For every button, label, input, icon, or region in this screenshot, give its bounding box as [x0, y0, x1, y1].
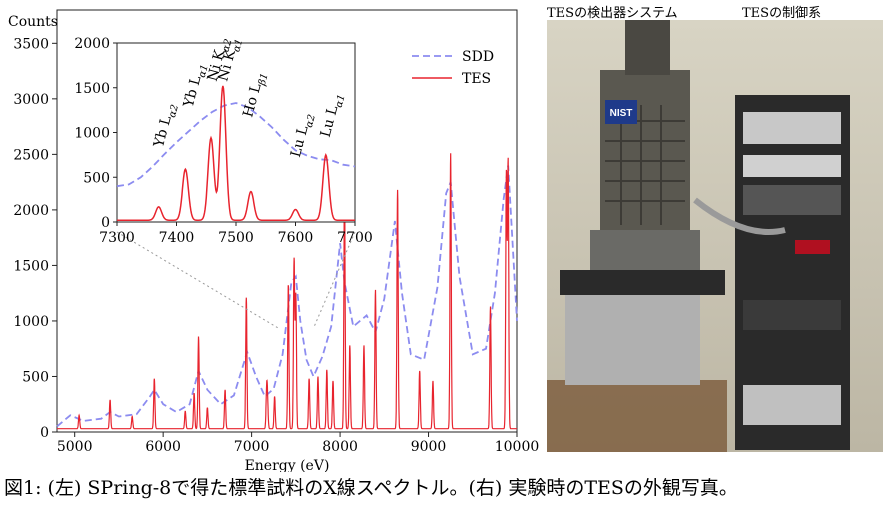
detector-top	[625, 20, 670, 75]
x-tick-label: 8000	[322, 439, 358, 455]
y-tick-label: 1000	[13, 314, 49, 330]
peak-annotation-subscript: α1	[334, 93, 348, 109]
x-axis-label: Energy (eV)	[245, 458, 330, 472]
detector-mount	[590, 230, 700, 270]
x-tick-label: 5000	[57, 439, 93, 455]
y-tick-label: 500	[22, 369, 49, 385]
peak-annotation-subscript: α1	[197, 63, 211, 79]
main-plot-frame	[56, 9, 518, 433]
rack-instrument-3	[743, 185, 841, 215]
legend-sdd-label: SDD	[462, 49, 494, 65]
inset-x-tick-label: 7600	[278, 230, 314, 246]
detector-body	[600, 70, 690, 230]
rack-red-unit	[795, 240, 830, 254]
spectrum-chart: 5000 6000 7000 8000 9000 10000050010001500200…	[8, 9, 540, 472]
inset-x-tick-label: 7300	[99, 230, 135, 246]
x-tick-label: 9000	[411, 439, 447, 455]
inset-sdd-series-line	[116, 102, 356, 188]
legend-tes-label: TES	[462, 71, 491, 87]
peak-annotation-subscript: α2	[167, 103, 181, 119]
tes-series-line	[57, 153, 517, 430]
peak-annotation-subscript: α2	[221, 38, 235, 54]
photo-label-detector: TESの検出器システム	[547, 6, 678, 21]
y-tick-label: 2500	[13, 147, 49, 163]
y-tick-label: 3000	[13, 92, 49, 108]
nist-logo-text: NIST	[610, 108, 633, 119]
zoom-connector-left	[116, 231, 279, 329]
x-tick-label: 7000	[234, 439, 270, 455]
table-stand	[565, 295, 700, 385]
rack-instrument-2	[743, 155, 841, 177]
y-tick-label: 1500	[13, 258, 49, 274]
inset-y-tick-label: 2000	[74, 36, 110, 52]
rack-instrument-5	[743, 385, 841, 425]
optical-table-top	[560, 270, 725, 295]
nist-logo	[605, 100, 637, 124]
y-tick-label: 3500	[13, 36, 49, 52]
y-tick-label: 2000	[13, 203, 49, 219]
detector-grid	[605, 105, 685, 225]
figure-caption: 図1: (左) SPring-8で得た標準試料のX線スペクトル。(右) 実験時の…	[4, 477, 738, 499]
cable-bundle	[693, 197, 786, 235]
rack-instrument-1	[743, 112, 841, 144]
tes-photo: NIST TESの検出器システム TESの制御系	[545, 0, 885, 465]
photo-label-control: TESの制御系	[742, 6, 822, 21]
zoom-connector-right	[313, 231, 356, 329]
inset-y-tick-label: 500	[83, 170, 110, 186]
y-axis-label: Counts	[8, 14, 58, 30]
inset-y-tick-label: 0	[101, 215, 110, 231]
inset-y-tick-label: 1500	[74, 81, 110, 97]
peak-annotation-subscript: α2	[304, 113, 318, 129]
inset-x-tick-label: 7700	[337, 230, 373, 246]
lab-floor	[547, 380, 727, 452]
tes-photo-drawing: NIST	[547, 20, 883, 452]
peak-annotation-subscript: β1	[257, 72, 271, 88]
sdd-series-line	[56, 165, 518, 428]
peak-annotation-subscript: α1	[231, 38, 245, 54]
x-tick-label: 10000	[495, 439, 540, 455]
inset-y-tick-label: 1000	[74, 126, 110, 142]
rack-instrument-4	[743, 300, 841, 330]
inset-tes-series-line	[117, 85, 355, 221]
inset-x-tick-label: 7500	[218, 230, 254, 246]
x-tick-label: 6000	[145, 439, 181, 455]
y-tick-label: 0	[40, 425, 49, 441]
inset-x-tick-label: 7400	[159, 230, 195, 246]
